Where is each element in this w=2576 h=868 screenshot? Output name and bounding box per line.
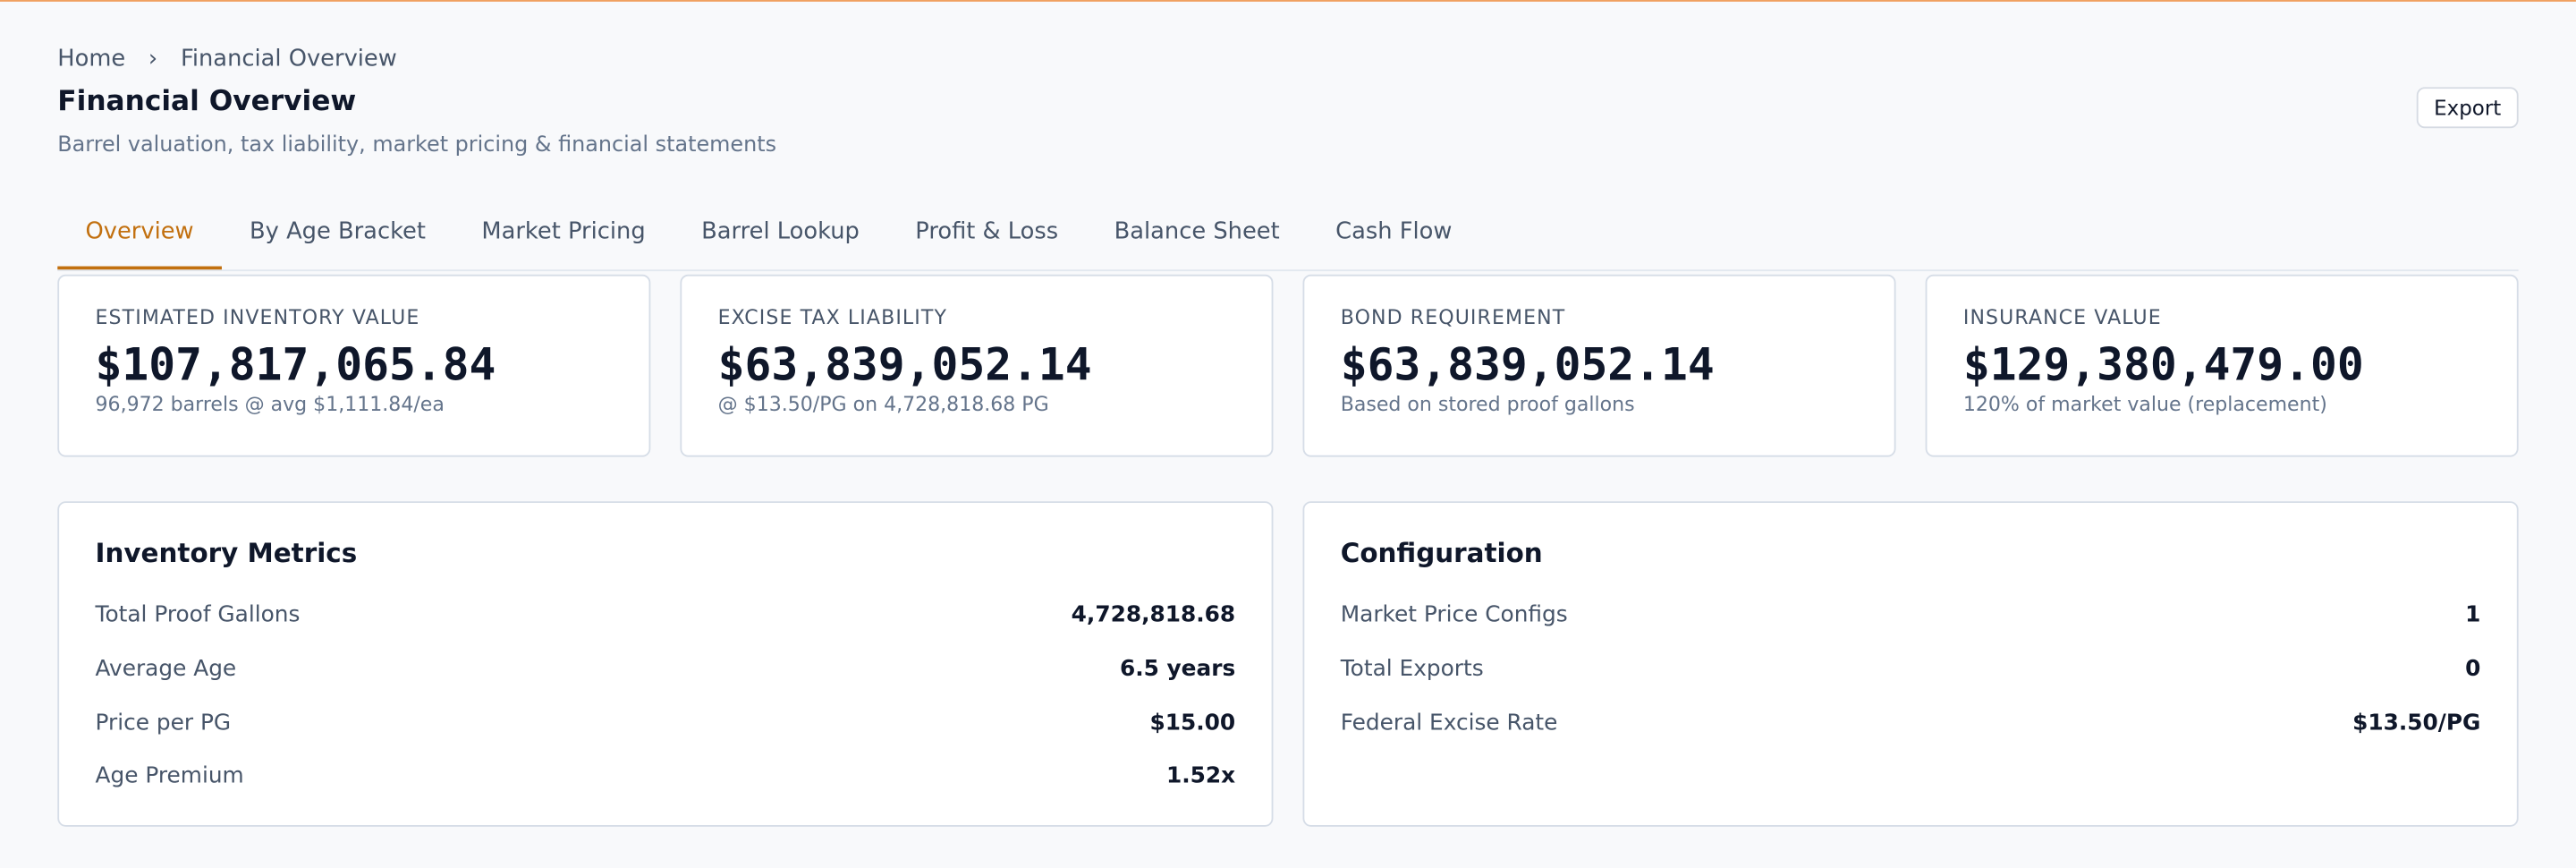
page-subtitle: Barrel valuation, tax liability, market … bbox=[57, 132, 777, 158]
kpi-label: EXCISE TAX LIABILITY bbox=[717, 305, 948, 329]
page-title: Financial Overview bbox=[57, 85, 357, 119]
kpi-card: ESTIMATED INVENTORY VALUE $107,817,065.84… bbox=[57, 274, 651, 457]
breadcrumb-item: Financial Overview bbox=[180, 46, 397, 72]
metric-row: Price per PG $15.00 bbox=[96, 696, 1236, 750]
breadcrumb: Home › Financial Overview bbox=[57, 46, 397, 72]
metric-row: Total Exports 0 bbox=[1341, 642, 2481, 696]
metric-row: Federal Excise Rate $13.50/PG bbox=[1341, 696, 2481, 750]
tab[interactable]: By Age Bracket bbox=[250, 218, 426, 245]
metric-value: 1 bbox=[2465, 601, 2481, 629]
metric-label: Market Price Configs bbox=[1340, 601, 1568, 629]
kpi-label: BOND REQUIREMENT bbox=[1340, 305, 1566, 329]
breadcrumb-separator: › bbox=[148, 46, 158, 72]
panel-title: Configuration bbox=[1340, 537, 1543, 569]
kpi-note: @ $13.50/PG on 4,728,818.68 PG bbox=[717, 392, 1049, 416]
metric-label: Average Age bbox=[95, 655, 237, 683]
kpi-label: INSURANCE VALUE bbox=[1962, 305, 2162, 329]
metric-value: 1.52x bbox=[1165, 762, 1236, 790]
kpi-value: $107,817,065.84 bbox=[95, 340, 496, 392]
kpi-value: $63,839,052.14 bbox=[717, 340, 1092, 392]
kpi-card: BOND REQUIREMENT $63,839,052.14 Based on s… bbox=[1302, 274, 1896, 457]
kpi-note: 96,972 barrels @ avg $1,111.84/ea bbox=[95, 392, 445, 416]
tab[interactable]: Balance Sheet bbox=[1114, 218, 1280, 245]
panel: Configuration Market Price Configs 1 Total … bbox=[1302, 501, 2519, 827]
kpi-card: EXCISE TAX LIABILITY $63,839,052.14 @ $13.… bbox=[680, 274, 1274, 457]
kpi-value: $129,380,479.00 bbox=[1962, 340, 2364, 392]
metric-value: $15.00 bbox=[1149, 709, 1236, 736]
kpi-value: $63,839,052.14 bbox=[1340, 340, 1715, 392]
tab[interactable]: Profit & Loss bbox=[915, 218, 1059, 245]
metric-row: Age Premium 1.52x bbox=[96, 750, 1236, 804]
tab[interactable]: Cash Flow bbox=[1335, 218, 1453, 245]
metric-label: Age Premium bbox=[95, 762, 244, 790]
kpi-note: Based on stored proof gallons bbox=[1340, 392, 1635, 416]
export-button[interactable]: Export bbox=[2416, 87, 2519, 129]
panel: Inventory Metrics Total Proof Gallons 4,72… bbox=[57, 501, 1274, 827]
metric-value: 6.5 years bbox=[1119, 655, 1236, 683]
tab-bar: Overview By Age Bracket Market Pricing Barr… bbox=[57, 202, 2519, 272]
metric-label: Total Exports bbox=[1340, 655, 1484, 683]
panel-title: Inventory Metrics bbox=[95, 537, 358, 569]
tab[interactable]: Overview bbox=[57, 202, 222, 270]
kpi-label: ESTIMATED INVENTORY VALUE bbox=[95, 305, 420, 329]
metric-value: 4,728,818.68 bbox=[1071, 601, 1236, 629]
metric-label: Federal Excise Rate bbox=[1340, 709, 1558, 736]
metric-row: Average Age 6.5 years bbox=[96, 642, 1236, 696]
panel-row: Inventory Metrics Total Proof Gallons 4,72… bbox=[57, 501, 2519, 827]
metric-value: 0 bbox=[2465, 655, 2481, 683]
tab[interactable]: Market Pricing bbox=[481, 218, 646, 245]
metric-value: $13.50/PG bbox=[2352, 709, 2481, 736]
kpi-card: INSURANCE VALUE $129,380,479.00 120% of ma… bbox=[1925, 274, 2519, 457]
kpi-note: 120% of market value (replacement) bbox=[1962, 392, 2327, 416]
breadcrumb-item[interactable]: Home bbox=[57, 46, 126, 72]
metric-row: Market Price Configs 1 bbox=[1341, 589, 2481, 642]
metric-label: Total Proof Gallons bbox=[95, 601, 301, 629]
metric-label: Price per PG bbox=[95, 709, 232, 736]
tab[interactable]: Barrel Lookup bbox=[701, 218, 860, 245]
kpi-row: ESTIMATED INVENTORY VALUE $107,817,065.84… bbox=[57, 274, 2519, 457]
metric-row: Total Proof Gallons 4,728,818.68 bbox=[96, 589, 1236, 642]
